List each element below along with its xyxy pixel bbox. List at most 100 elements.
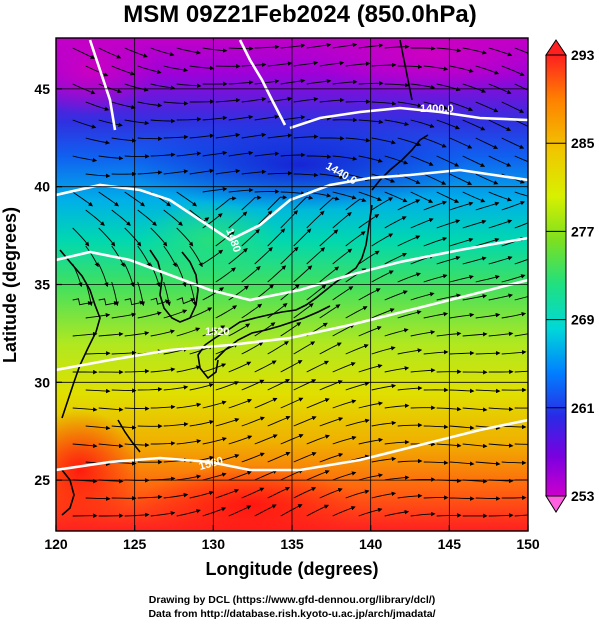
wind-streamline bbox=[449, 101, 474, 112]
wind-streamline bbox=[358, 507, 383, 517]
wind-streamline bbox=[163, 101, 189, 106]
wind-streamline bbox=[150, 47, 175, 57]
wind-streamline bbox=[306, 78, 332, 85]
y-tick-label: 35 bbox=[34, 277, 50, 293]
wind-streamline bbox=[332, 506, 356, 517]
wind-streamline bbox=[267, 451, 291, 463]
colorbar-tick-label: 253 bbox=[571, 488, 595, 504]
wind-streamline bbox=[488, 256, 513, 265]
wind-streamline bbox=[137, 494, 163, 500]
wind-streamline bbox=[98, 298, 119, 306]
wind-streamline bbox=[111, 350, 137, 356]
wind-streamline bbox=[202, 507, 227, 517]
wind-streamline bbox=[150, 152, 176, 158]
wind-streamline bbox=[215, 230, 236, 247]
wind-streamline bbox=[150, 404, 176, 410]
wind-streamline bbox=[280, 322, 302, 337]
wind-streamline bbox=[241, 195, 262, 211]
wind-streamline bbox=[332, 79, 358, 85]
wind-streamline bbox=[371, 101, 397, 106]
wind-streamline bbox=[111, 137, 137, 143]
wind-streamline bbox=[176, 263, 187, 288]
wind-streamline bbox=[475, 461, 501, 466]
wind-streamline bbox=[137, 245, 151, 268]
wind-streamline bbox=[241, 452, 265, 463]
wind-streamline bbox=[371, 233, 394, 247]
wind-streamline bbox=[345, 418, 370, 427]
wind-streamline bbox=[332, 212, 352, 229]
wind-streamline bbox=[163, 309, 188, 319]
wind-streamline bbox=[202, 186, 228, 193]
wind-streamline bbox=[72, 298, 93, 306]
wind-streamline bbox=[410, 191, 434, 203]
wind-streamline bbox=[371, 383, 397, 391]
wind-streamline bbox=[124, 406, 150, 411]
wind-streamline bbox=[293, 379, 317, 391]
wind-streamline bbox=[137, 170, 163, 175]
wind-streamline bbox=[150, 511, 176, 517]
wind-streamline bbox=[150, 83, 176, 90]
contour-north-mid bbox=[238, 39, 287, 126]
wind-streamline bbox=[189, 133, 215, 139]
wind-streamline bbox=[280, 115, 306, 121]
wind-streamline bbox=[319, 97, 345, 103]
wind-streamline bbox=[189, 419, 215, 427]
wind-streamline bbox=[267, 228, 286, 247]
wind-streamline bbox=[215, 454, 240, 463]
wind-streamline bbox=[98, 263, 109, 288]
wind-streamline bbox=[85, 209, 105, 226]
wind-streamline bbox=[267, 487, 291, 499]
wind-streamline bbox=[384, 509, 410, 517]
wind-streamline bbox=[150, 297, 170, 305]
wind-streamline bbox=[423, 200, 448, 211]
wind-streamline bbox=[267, 133, 293, 139]
wind-streamline bbox=[319, 266, 340, 283]
wind-streamline bbox=[150, 329, 175, 337]
wind-streamline bbox=[280, 210, 299, 229]
wind-streamline bbox=[436, 155, 460, 167]
wind-streamline bbox=[241, 97, 267, 103]
wind-streamline bbox=[228, 248, 248, 265]
wind-streamline bbox=[358, 364, 383, 373]
wind-streamline bbox=[228, 323, 251, 337]
wind-streamline bbox=[384, 155, 409, 165]
wind-streamline bbox=[488, 155, 512, 167]
wind-streamline bbox=[488, 513, 514, 518]
wind-streamline bbox=[410, 218, 434, 229]
wind-streamline bbox=[384, 216, 407, 229]
wind-streamline bbox=[475, 101, 499, 113]
wind-streamline bbox=[215, 97, 241, 103]
wind-streamline bbox=[98, 83, 123, 94]
wind-streamline bbox=[111, 312, 137, 319]
wind-streamline bbox=[462, 294, 488, 301]
wind-streamline bbox=[358, 288, 381, 301]
x-tick-label: 130 bbox=[202, 536, 226, 552]
wind-streamline bbox=[176, 509, 201, 517]
wind-streamline bbox=[358, 326, 382, 337]
wind-streamline bbox=[319, 173, 345, 180]
wind-streamline bbox=[436, 443, 462, 448]
x-tick-label: 135 bbox=[280, 536, 304, 552]
wind-streamline bbox=[228, 187, 254, 193]
wind-streamline bbox=[449, 312, 475, 319]
wind-streamline bbox=[397, 272, 421, 283]
wind-streamline bbox=[124, 227, 142, 247]
wind-streamline bbox=[319, 229, 339, 247]
wind-streamline bbox=[501, 137, 525, 149]
wind-streamline bbox=[254, 44, 280, 50]
japan-honshu-coast bbox=[204, 204, 373, 346]
wind-streamline bbox=[176, 439, 202, 445]
wind-streamline bbox=[371, 491, 397, 499]
wind-streamline bbox=[163, 385, 189, 391]
wind-streamline bbox=[215, 168, 241, 175]
y-tick-label: 40 bbox=[34, 179, 50, 195]
wind-streamline bbox=[306, 434, 330, 445]
wind-streamline bbox=[228, 46, 254, 51]
wind-streamline bbox=[241, 132, 267, 139]
wind-streamline bbox=[163, 134, 189, 140]
y-axis-label: Latitude (degrees) bbox=[0, 207, 20, 363]
wind-streamline bbox=[98, 227, 116, 247]
wind-streamline bbox=[72, 191, 94, 207]
wind-streamline bbox=[475, 312, 501, 319]
x-axis-ticks: 120 125 130 135 140 145 150 bbox=[44, 525, 540, 552]
